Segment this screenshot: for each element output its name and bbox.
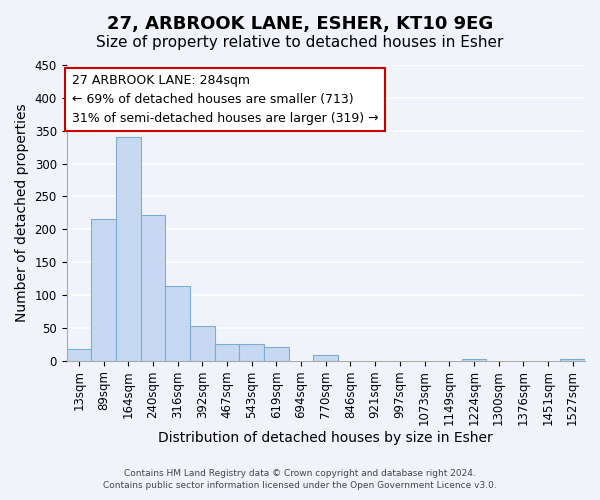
Text: Size of property relative to detached houses in Esher: Size of property relative to detached ho… bbox=[97, 35, 503, 50]
Bar bbox=[140, 215, 165, 360]
X-axis label: Distribution of detached houses by size in Esher: Distribution of detached houses by size … bbox=[158, 431, 493, 445]
Bar bbox=[165, 286, 190, 360]
Text: 27, ARBROOK LANE, ESHER, KT10 9EG: 27, ARBROOK LANE, ESHER, KT10 9EG bbox=[107, 15, 493, 33]
Text: Contains HM Land Registry data © Crown copyright and database right 2024.
Contai: Contains HM Land Registry data © Crown c… bbox=[103, 469, 497, 490]
Bar bbox=[67, 349, 91, 360]
Bar bbox=[239, 344, 264, 360]
Bar bbox=[215, 344, 239, 360]
Y-axis label: Number of detached properties: Number of detached properties bbox=[15, 104, 29, 322]
Bar bbox=[91, 220, 116, 360]
Bar bbox=[190, 326, 215, 360]
Bar bbox=[264, 348, 289, 360]
Bar bbox=[116, 138, 140, 360]
Text: 27 ARBROOK LANE: 284sqm
← 69% of detached houses are smaller (713)
31% of semi-d: 27 ARBROOK LANE: 284sqm ← 69% of detache… bbox=[72, 74, 379, 125]
Bar bbox=[313, 356, 338, 360]
